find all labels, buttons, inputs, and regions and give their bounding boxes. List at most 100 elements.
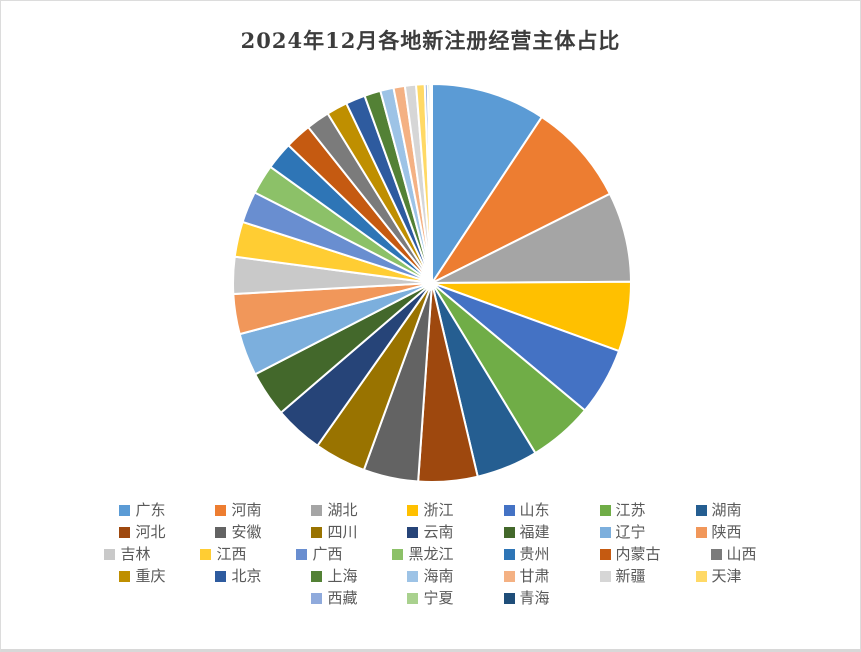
legend-item-29[interactable]: 宁夏	[407, 588, 454, 607]
legend-swatch-icon	[407, 570, 419, 582]
legend-item-7[interactable]: 河北	[119, 522, 166, 541]
legend-item-26[interactable]: 新疆	[599, 566, 646, 585]
legend-row-2: 河北 安徽 四川 云南 福建 辽宁 陕西	[1, 521, 860, 543]
legend-swatch-icon	[695, 526, 707, 538]
legend-row-4: 重庆 北京 上海 海南 甘肃 新疆 天津	[1, 565, 860, 587]
legend-label: 江西	[216, 544, 247, 563]
legend-swatch-icon	[503, 526, 515, 538]
legend-label: 黑龙江	[408, 544, 454, 563]
legend-swatch-icon	[392, 548, 404, 560]
legend-swatch-icon	[503, 592, 515, 604]
legend-item-11[interactable]: 福建	[503, 522, 550, 541]
legend-label: 宁夏	[423, 588, 454, 607]
legend-item-4[interactable]: 山东	[503, 500, 550, 519]
legend-item-23[interactable]: 上海	[311, 566, 358, 585]
legend-label: 辽宁	[615, 522, 646, 541]
legend-swatch-icon	[200, 548, 212, 560]
legend-item-15[interactable]: 江西	[200, 544, 247, 563]
legend-item-28[interactable]: 西藏	[311, 588, 358, 607]
legend-label: 安徽	[231, 522, 262, 541]
legend-item-0[interactable]: 广东	[119, 500, 166, 519]
chart-legend: 广东 河南 湖北 浙江 山东 江苏 湖南河北 安徽 四川 云南 福建 辽宁 陕西吉林 江西 广西 黑龙江 贵州 内…	[1, 499, 860, 609]
legend-item-30[interactable]: 青海	[503, 588, 550, 607]
legend-item-10[interactable]: 云南	[407, 522, 454, 541]
legend-item-8[interactable]: 安徽	[215, 522, 262, 541]
legend-label: 河北	[135, 522, 166, 541]
legend-label: 山东	[519, 500, 550, 519]
legend-swatch-icon	[503, 504, 515, 516]
legend-label: 上海	[327, 566, 358, 585]
legend-label: 湖南	[711, 500, 742, 519]
legend-swatch-icon	[503, 570, 515, 582]
legend-swatch-icon	[296, 548, 308, 560]
legend-swatch-icon	[104, 548, 116, 560]
legend-row-1: 广东 河南 湖北 浙江 山东 江苏 湖南	[1, 499, 860, 521]
legend-label: 天津	[711, 566, 742, 585]
pie-slice-30[interactable]	[429, 82, 433, 284]
legend-label: 福建	[519, 522, 550, 541]
legend-swatch-icon	[119, 570, 131, 582]
pie-slice-1[interactable]	[429, 115, 612, 286]
legend-label: 北京	[231, 566, 262, 585]
chart-title: 2024年12月各地新注册经营主体占比	[240, 28, 621, 53]
legend-item-3[interactable]: 浙江	[407, 500, 454, 519]
legend-swatch-icon	[599, 526, 611, 538]
legend-row-3: 吉林 江西 广西 黑龙江 贵州 内蒙古 山西	[1, 543, 860, 565]
legend-item-17[interactable]: 黑龙江	[392, 544, 454, 563]
legend-item-2[interactable]: 湖北	[311, 500, 358, 519]
legend-item-5[interactable]: 江苏	[599, 500, 646, 519]
legend-swatch-icon	[695, 570, 707, 582]
legend-label: 浙江	[423, 500, 454, 519]
legend-swatch-icon	[215, 526, 227, 538]
legend-item-13[interactable]: 陕西	[695, 522, 742, 541]
legend-item-19[interactable]: 内蒙古	[599, 544, 661, 563]
legend-swatch-icon	[407, 526, 419, 538]
legend-label: 西藏	[327, 588, 358, 607]
legend-item-22[interactable]: 北京	[215, 566, 262, 585]
legend-swatch-icon	[503, 548, 515, 560]
legend-swatch-icon	[710, 548, 722, 560]
legend-label: 云南	[423, 522, 454, 541]
legend-item-14[interactable]: 吉林	[104, 544, 151, 563]
legend-item-6[interactable]: 湖南	[695, 500, 742, 519]
legend-swatch-icon	[599, 548, 611, 560]
legend-swatch-icon	[311, 592, 323, 604]
legend-item-1[interactable]: 河南	[215, 500, 262, 519]
legend-swatch-icon	[599, 570, 611, 582]
legend-label: 甘肃	[519, 566, 550, 585]
legend-swatch-icon	[119, 526, 131, 538]
legend-label: 内蒙古	[615, 544, 661, 563]
legend-swatch-icon	[407, 504, 419, 516]
legend-label: 新疆	[615, 566, 646, 585]
legend-label: 吉林	[120, 544, 151, 563]
legend-swatch-icon	[119, 504, 131, 516]
legend-swatch-icon	[311, 526, 323, 538]
legend-label: 河南	[231, 500, 262, 519]
legend-label: 广东	[135, 500, 166, 519]
legend-item-24[interactable]: 海南	[407, 568, 454, 584]
legend-item-25[interactable]: 甘肃	[503, 566, 550, 585]
legend-label: 陕西	[711, 522, 742, 541]
pie-chart-area	[222, 73, 642, 493]
legend-item-21[interactable]: 重庆	[119, 566, 166, 585]
legend-label: 江苏	[615, 500, 646, 519]
legend-swatch-icon	[407, 592, 419, 604]
legend-row-5: 西藏 宁夏 青海	[1, 587, 860, 609]
legend-item-20[interactable]: 山西	[710, 546, 757, 562]
legend-swatch-icon	[215, 504, 227, 516]
legend-item-9[interactable]: 四川	[311, 524, 357, 540]
legend-item-12[interactable]: 辽宁	[599, 522, 646, 541]
legend-item-27[interactable]: 天津	[695, 566, 742, 585]
legend-label: 广西	[312, 544, 343, 563]
legend-item-16[interactable]: 广西	[296, 544, 343, 563]
legend-label: 湖北	[327, 500, 358, 519]
legend-item-18[interactable]: 贵州	[503, 546, 550, 562]
pie-slice-0[interactable]	[431, 82, 544, 287]
legend-swatch-icon	[599, 504, 611, 516]
legend-swatch-icon	[695, 504, 707, 516]
legend-swatch-icon	[215, 570, 227, 582]
legend-label: 青海	[519, 588, 550, 607]
legend-label: 重庆	[135, 566, 166, 585]
legend-swatch-icon	[311, 570, 323, 582]
